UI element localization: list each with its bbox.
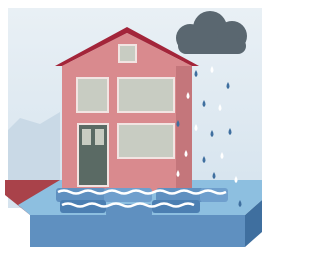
window	[118, 78, 174, 112]
attic-window	[119, 45, 136, 62]
cloud-part	[178, 38, 246, 54]
distant-skyline	[8, 112, 60, 190]
flood-illustration	[0, 0, 271, 256]
window	[77, 78, 108, 112]
platform-front	[30, 215, 245, 247]
door-pane	[95, 129, 104, 145]
window	[118, 124, 174, 158]
door-pane	[82, 129, 91, 145]
